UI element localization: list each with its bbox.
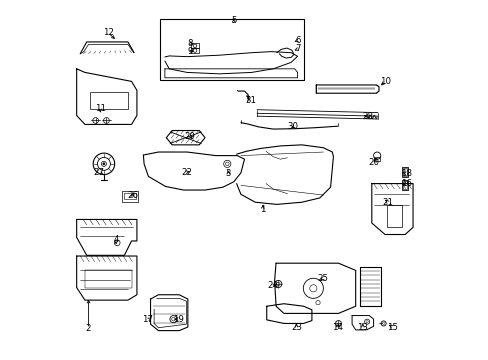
Text: 26: 26 [127, 190, 139, 199]
Text: 31: 31 [245, 96, 256, 105]
Text: 1: 1 [259, 205, 264, 214]
Text: 8: 8 [187, 39, 192, 48]
Text: 13: 13 [357, 323, 367, 332]
Text: 16: 16 [400, 179, 411, 188]
Text: 12: 12 [102, 28, 114, 37]
Bar [124, 193, 136, 199]
Text: 29: 29 [184, 132, 195, 141]
Text: 25: 25 [317, 274, 327, 283]
Text: 22: 22 [181, 168, 191, 177]
Text: 11: 11 [95, 104, 105, 113]
Text: 6: 6 [295, 36, 301, 45]
Text: 30: 30 [287, 122, 298, 131]
Text: 4: 4 [113, 235, 119, 244]
Text: 5: 5 [230, 16, 236, 25]
Text: 2: 2 [85, 324, 91, 333]
Text: 20: 20 [368, 158, 379, 167]
Text: 7: 7 [295, 44, 301, 53]
Text: 3: 3 [225, 169, 231, 178]
Bar [160, 19, 303, 80]
Bar [191, 48, 199, 53]
Text: 21: 21 [382, 198, 393, 207]
Bar [401, 180, 407, 190]
Text: 15: 15 [386, 323, 397, 332]
Text: 18: 18 [400, 169, 411, 178]
Bar [85, 270, 131, 288]
Bar [402, 168, 406, 176]
Text: 24: 24 [266, 281, 277, 290]
Text: 10: 10 [379, 77, 390, 86]
Bar [386, 205, 402, 226]
Text: 23: 23 [290, 323, 302, 332]
Text: 9: 9 [187, 47, 192, 56]
Text: 27: 27 [94, 168, 104, 177]
Text: 28: 28 [361, 112, 372, 121]
Bar [402, 181, 406, 189]
Circle shape [102, 163, 105, 165]
Bar [191, 43, 199, 48]
Bar [122, 191, 138, 202]
Text: 17: 17 [142, 315, 153, 324]
Text: 19: 19 [172, 315, 183, 324]
Text: 14: 14 [331, 323, 343, 332]
Bar [401, 167, 407, 177]
Bar [373, 157, 379, 161]
Bar [89, 92, 128, 109]
